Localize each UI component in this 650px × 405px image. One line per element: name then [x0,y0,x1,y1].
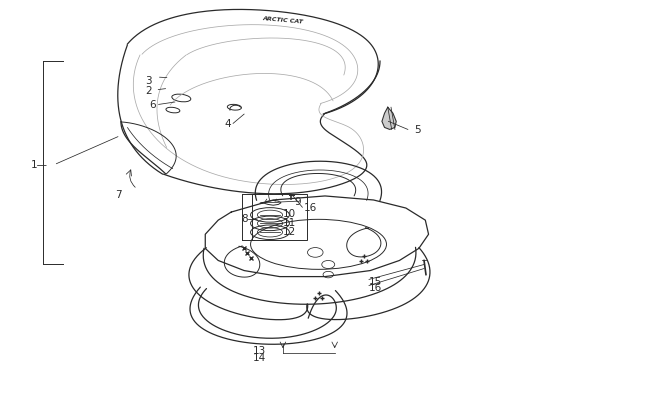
Text: 14: 14 [252,352,266,362]
Text: 10: 10 [283,209,296,219]
Text: 5: 5 [414,125,421,135]
Text: 3: 3 [145,76,151,85]
Text: 13: 13 [252,345,266,355]
Polygon shape [382,108,396,130]
Text: 9: 9 [294,197,300,207]
Text: 16: 16 [369,282,382,292]
Text: 8—: 8— [241,213,258,224]
Text: 7: 7 [114,190,122,199]
Text: 16: 16 [304,203,318,213]
Text: 12: 12 [283,226,296,237]
Text: 15: 15 [369,276,382,286]
Text: 11: 11 [283,217,296,228]
Text: 1—: 1— [31,159,47,169]
Bar [252,194,307,241]
Text: 4: 4 [225,119,231,129]
Text: 6: 6 [149,100,155,110]
Text: 2: 2 [145,86,151,96]
Text: ARCTIC CAT: ARCTIC CAT [263,16,304,25]
